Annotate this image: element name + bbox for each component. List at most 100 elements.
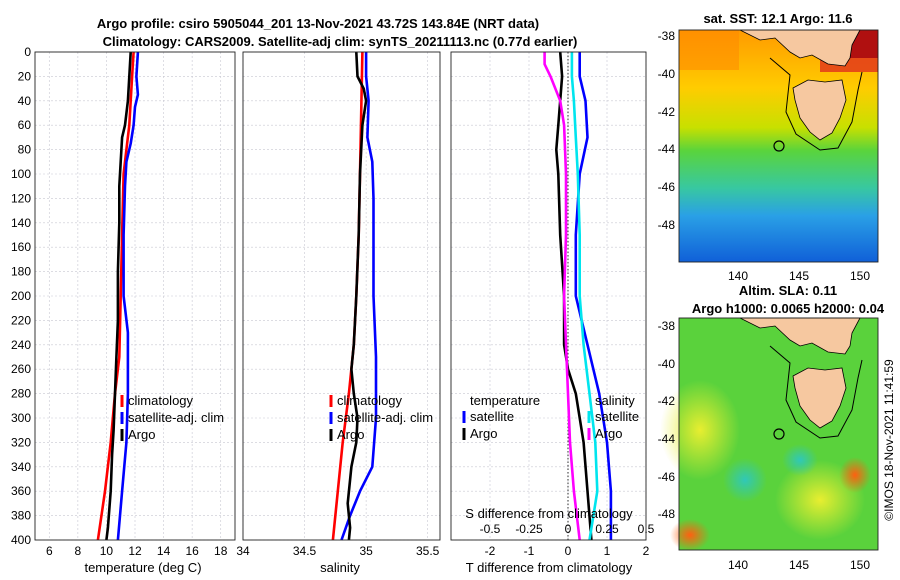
legend-label-t-argo: Argo — [470, 426, 497, 441]
tasmania-land — [792, 367, 847, 429]
y-tick-label: 180 — [11, 265, 31, 279]
x-tick-label: 35 — [359, 544, 373, 558]
legend-label-climatology: climatology — [337, 393, 403, 408]
sla-xtick: 140 — [728, 558, 748, 572]
y-tick-label: 260 — [11, 362, 31, 376]
legend-label-climatology: climatology — [128, 393, 194, 408]
x-tick-label: 6 — [46, 544, 53, 558]
argo-location-marker — [773, 428, 785, 440]
sst-ytick: -42 — [658, 105, 676, 119]
x-tick-label: 14 — [157, 544, 171, 558]
temperature-xlabel: temperature (deg C) — [84, 560, 201, 575]
salinity-xlabel: salinity — [320, 560, 360, 575]
sla-ytick: -42 — [658, 394, 676, 408]
title-line-2: Climatology: CARS2009. Satellite-adj cli… — [103, 34, 578, 49]
panel-frame — [450, 51, 647, 541]
y-tick-label: 160 — [11, 240, 31, 254]
y-tick-label: 280 — [11, 387, 31, 401]
y-tick-label: 60 — [18, 118, 32, 132]
x-tick-label: 34 — [236, 544, 250, 558]
legend-label-satellite: satellite-adj. clim — [128, 410, 224, 425]
x-tick-label: -2 — [485, 544, 496, 558]
x-tick-label: 1 — [604, 544, 611, 558]
sst-map: -38 -40 -42 -44 -46 -48 140 145 150 — [658, 29, 879, 283]
sst-xtick: 145 — [789, 269, 809, 283]
sst-ytick: -48 — [658, 218, 676, 232]
argo-location-marker — [773, 140, 785, 152]
x-tick-label: 0 — [565, 544, 572, 558]
sst-map-frame — [678, 29, 879, 263]
s-difference-xlabel: S difference from climatology — [465, 506, 633, 521]
difference-legend: temperature salinity satellite Argo sate… — [462, 393, 639, 441]
y-tick-label: 240 — [11, 338, 31, 352]
sla-anomaly-blob — [660, 380, 740, 480]
bathymetry-contour — [769, 345, 863, 439]
y-tick-label: 40 — [18, 94, 32, 108]
legend-header-temperature: temperature — [470, 393, 540, 408]
series-line-argo — [346, 51, 368, 541]
x-tick-label: 8 — [75, 544, 82, 558]
sla-ytick: -46 — [658, 470, 676, 484]
sst-ytick: -38 — [658, 29, 676, 43]
sla-ytick: -38 — [658, 319, 676, 333]
legend-label-t-satellite: satellite — [470, 409, 514, 424]
t-difference-xlabel: T difference from climatology — [466, 560, 633, 575]
sla-ytick: -44 — [658, 432, 676, 446]
sla-map-title: Altim. SLA: 0.11 — [739, 283, 837, 298]
sla-map-frame — [678, 317, 879, 551]
sla-map: -38 -40 -42 -44 -46 -48 140 145 150 — [658, 317, 879, 572]
sla-map-subtitle: Argo h1000: 0.0065 h2000: 0.04 — [692, 301, 885, 316]
series-line-satellite-adj-clim — [116, 51, 140, 541]
x-tick-label: 16 — [185, 544, 199, 558]
y-tick-label: 0 — [24, 45, 31, 59]
mainland-land — [739, 317, 861, 355]
sla-anomaly-blob — [839, 457, 871, 493]
y-tick-label: 320 — [11, 435, 31, 449]
x2-tick-label: 0.5 — [638, 522, 655, 536]
x-tick-label: 12 — [128, 544, 142, 558]
legend-label-argo: Argo — [337, 427, 364, 442]
series-line-salinity-argo — [543, 52, 581, 541]
panel-frame — [34, 51, 236, 541]
sst-warm-west — [679, 30, 739, 70]
bathymetry-contour — [769, 57, 863, 151]
x-tick-label: -1 — [524, 544, 535, 558]
sst-ytick: -40 — [658, 67, 676, 81]
legend-label-s-satellite: satellite — [595, 409, 639, 424]
legend-label-argo: Argo — [128, 427, 155, 442]
x2-tick-label: 0.25 — [595, 522, 619, 536]
sla-anomaly-blob — [723, 458, 767, 502]
x-tick-label: 34.5 — [293, 544, 317, 558]
y-tick-label: 200 — [11, 289, 31, 303]
y-tick-label: 400 — [11, 533, 31, 547]
y-tick-label: 20 — [18, 69, 32, 83]
series-line-climatology — [96, 51, 135, 541]
difference-profile-panel: -2 -1 0 1 2 -0.5 -0.25 0 0.25 0.5 — [450, 51, 655, 558]
sst-xtick: 140 — [728, 269, 748, 283]
salinity-profile-panel: 34 34.5 35 35.5 — [236, 51, 441, 558]
series-line-satellite-adj-clim — [340, 52, 378, 541]
sst-xtick: 150 — [850, 269, 870, 283]
x2-tick-label: -0.5 — [480, 522, 501, 536]
legend-label-s-argo: Argo — [595, 426, 622, 441]
y-tick-label: 300 — [11, 411, 31, 425]
x-tick-label: 2 — [643, 544, 650, 558]
tasmania-land — [792, 79, 847, 141]
sla-ytick: -40 — [658, 357, 676, 371]
sla-xtick: 150 — [850, 558, 870, 572]
temperature-legend: climatology satellite-adj. clim Argo — [120, 393, 224, 442]
x-tick-label: 10 — [100, 544, 114, 558]
panel-frame — [242, 51, 441, 541]
x2-tick-label: 0 — [565, 522, 572, 536]
mainland-land — [739, 29, 861, 67]
legend-label-satellite: satellite-adj. clim — [337, 410, 433, 425]
sst-ytick: -44 — [658, 142, 676, 156]
imos-watermark: ©IMOS 18-Nov-2021 11:41:59 — [882, 359, 896, 521]
y-tick-label: 120 — [11, 191, 31, 205]
x2-tick-label: -0.25 — [515, 522, 543, 536]
legend-header-salinity: salinity — [595, 393, 635, 408]
y-tick-label: 140 — [11, 216, 31, 230]
y-tick-label: 340 — [11, 460, 31, 474]
sla-anomaly-blob — [670, 519, 710, 551]
